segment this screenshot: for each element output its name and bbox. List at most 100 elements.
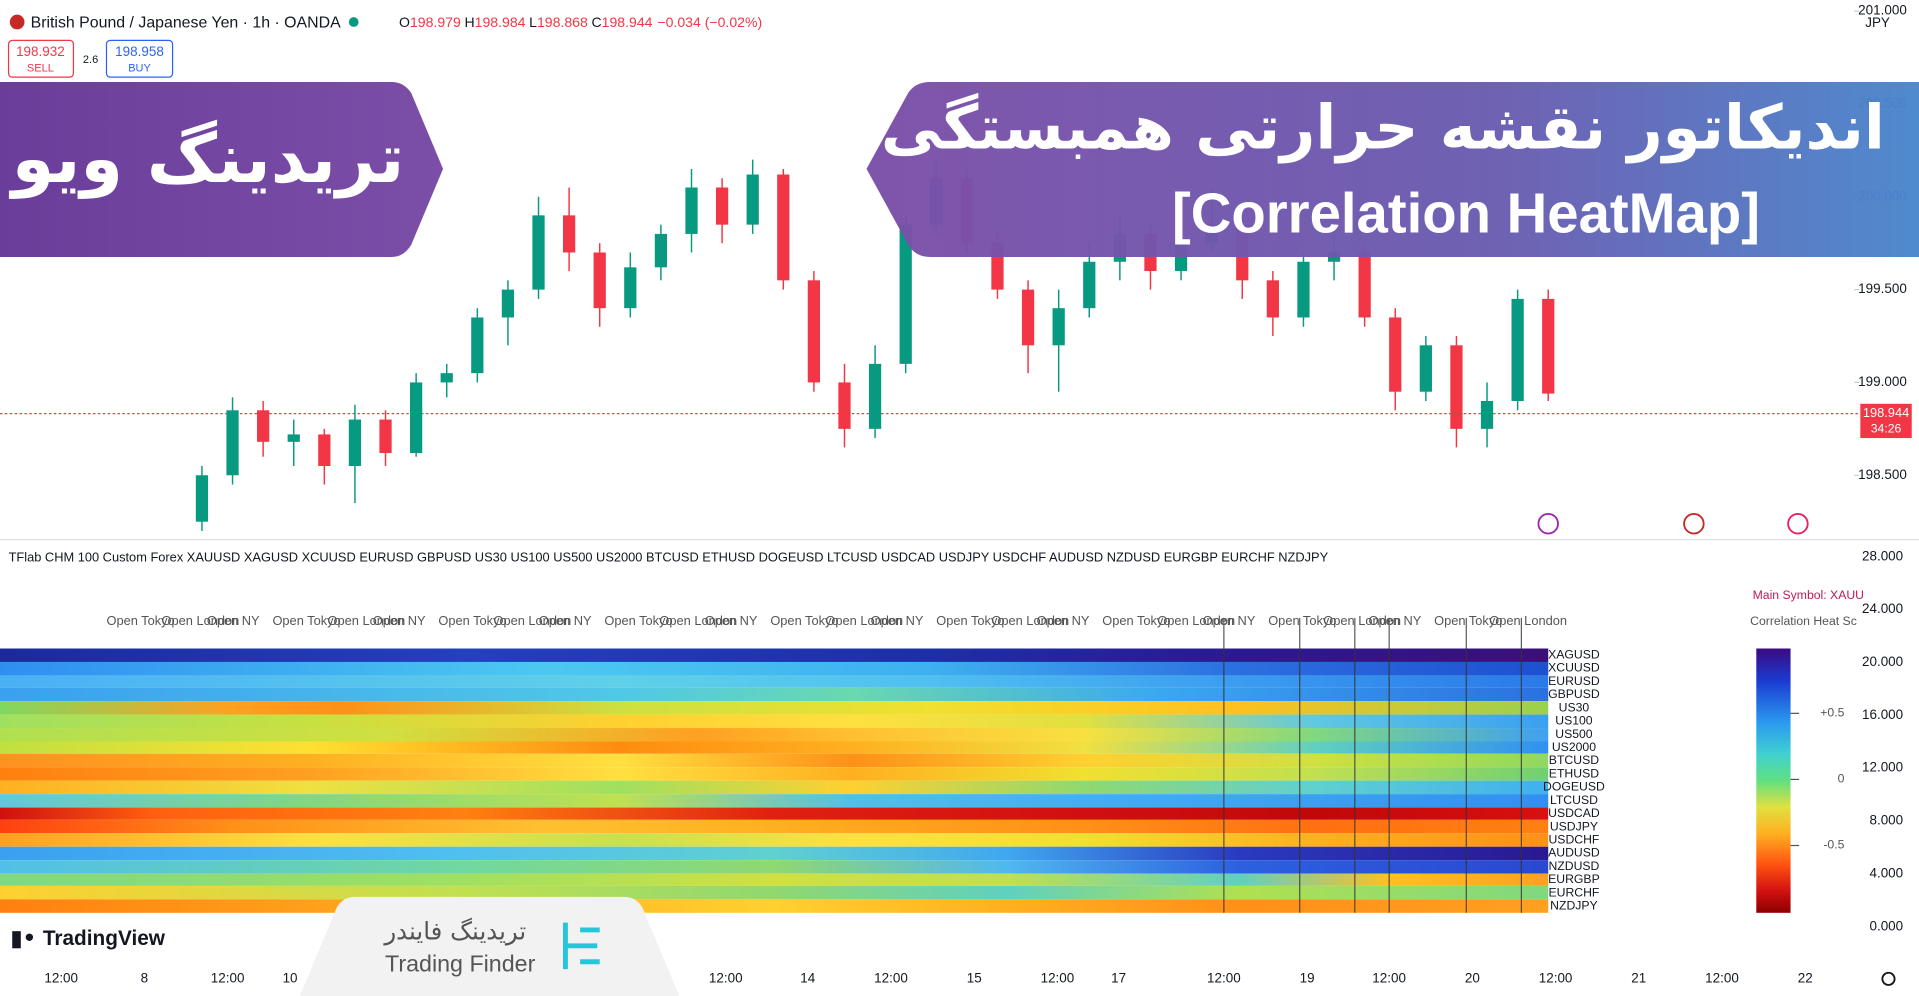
x-tick-label: 19: [1300, 970, 1315, 985]
logo-icon: [562, 922, 600, 970]
currency: JPY: [1865, 15, 1890, 30]
session-label: Open NY: [207, 613, 260, 628]
status-dot: [348, 17, 359, 27]
symbol-label: DOGEUSD: [1543, 780, 1605, 794]
quote-part: 198.868: [537, 14, 588, 30]
symbol-label: EURCHF: [1548, 885, 1599, 899]
candle-body: [379, 419, 392, 453]
candle-body: [348, 419, 362, 466]
countdown: 34:26: [1871, 422, 1902, 436]
heatmap-row: [0, 648, 1549, 662]
symbol-label: EURUSD: [1548, 674, 1600, 688]
candle-body: [838, 382, 851, 429]
x-tick-label: 12:00: [1372, 970, 1406, 985]
quote-part: O: [399, 14, 410, 30]
candle-body: [226, 410, 239, 476]
banner-left: [0, 81, 444, 257]
candle-body: [1419, 345, 1432, 392]
buy-label[interactable]: BUY: [128, 62, 151, 74]
session-label: Open NY: [871, 613, 924, 628]
banner-title: اندیکاتور نقشه حرارتی همبستگی: [881, 93, 1885, 164]
symbol-label: BTCUSD: [1549, 753, 1599, 767]
indicator-axis-label: 0.000: [1869, 918, 1903, 933]
quote-part: 198.944: [602, 14, 653, 30]
session-label: Open London: [1489, 613, 1567, 628]
indicator-axis-label: 12.000: [1862, 760, 1903, 775]
symbol-label: NZDUSD: [1548, 859, 1599, 873]
event-icon[interactable]: [1537, 512, 1559, 535]
heatmap-row: [0, 688, 1549, 702]
heatmap-row: [0, 754, 1549, 768]
session-label: Open London: [328, 613, 406, 628]
symbol-label: ETHUSD: [1549, 766, 1599, 780]
x-tick-label: 12:00: [874, 970, 908, 985]
indicator-axis-label: 24.000: [1862, 601, 1903, 616]
sell-price[interactable]: 198.932: [16, 44, 65, 59]
session-label: Open Tokyo: [1268, 613, 1336, 628]
candle-body: [654, 233, 668, 268]
scale-label: -0.5: [1823, 838, 1844, 852]
buy-price[interactable]: 198.958: [115, 44, 164, 59]
session-label: Open London: [493, 613, 571, 628]
candle-body: [1327, 252, 1341, 262]
candle-body: [501, 289, 515, 318]
heatmap-row: [0, 780, 1549, 794]
candle-body: [1389, 317, 1402, 392]
candle-body: [899, 224, 912, 364]
spread: 2.6: [83, 54, 98, 66]
quote-part: L: [529, 14, 537, 30]
heatmap-row: [0, 793, 1549, 808]
buy-button[interactable]: [105, 39, 174, 78]
quote-part: H: [464, 14, 474, 30]
heatmap-row: [0, 714, 1549, 728]
candle-body: [1021, 289, 1035, 346]
session-label: Open NY: [705, 613, 758, 628]
session-label: Open Tokyo: [272, 613, 340, 628]
scale-label: +0.5: [1820, 706, 1844, 720]
candle-body: [1266, 280, 1279, 318]
logo-box: [299, 896, 680, 996]
session-label: Open NY: [1037, 613, 1090, 628]
heatmap-row: [0, 833, 1549, 847]
candle-body: [1480, 401, 1494, 429]
session-label: Open NY: [1203, 613, 1256, 628]
session-lines: [1223, 617, 1522, 913]
heatmap-row: [0, 661, 1549, 675]
candle-body: [562, 215, 576, 253]
brand-logo: [12, 931, 21, 949]
y-tick-label: 199.500: [1858, 281, 1907, 296]
quote-part: 198.984: [475, 14, 526, 30]
symbol-label: EURGBP: [1548, 872, 1600, 886]
candle-body: [318, 434, 331, 466]
heatmap-row: [0, 741, 1549, 755]
event-icon[interactable]: [1683, 512, 1705, 535]
quote-part: −0.034 (−0.02%): [657, 14, 762, 30]
heatmap-row: [0, 674, 1549, 689]
color-scale: [1756, 648, 1791, 913]
candle-body: [1542, 298, 1555, 394]
session-label: Open Tokyo: [438, 613, 506, 628]
last-price: 198.944: [1863, 405, 1909, 420]
x-tick-label: 12:00: [211, 970, 245, 985]
candle-body: [440, 373, 453, 383]
symbol-label: US500: [1555, 727, 1593, 741]
sell-label[interactable]: SELL: [27, 62, 54, 74]
symbol-label: GBPUSD: [1548, 687, 1600, 701]
candle-body: [1450, 345, 1463, 429]
event-icon[interactable]: [1787, 512, 1809, 535]
heatmap-row: [0, 727, 1549, 742]
candle-body: [624, 267, 637, 309]
settings-icon[interactable]: [1881, 971, 1896, 986]
session-label: Open London: [825, 613, 903, 628]
symbol-label: NZDJPY: [1550, 899, 1598, 913]
logo-fa: تریدینگ فایندر: [382, 916, 526, 945]
candle-body: [532, 215, 545, 290]
candle-body: [715, 187, 729, 225]
sell-button[interactable]: [7, 39, 75, 78]
heatmap-row: [0, 701, 1549, 715]
session-label: Open NY: [373, 613, 426, 628]
x-tick-label: 21: [1631, 970, 1646, 985]
